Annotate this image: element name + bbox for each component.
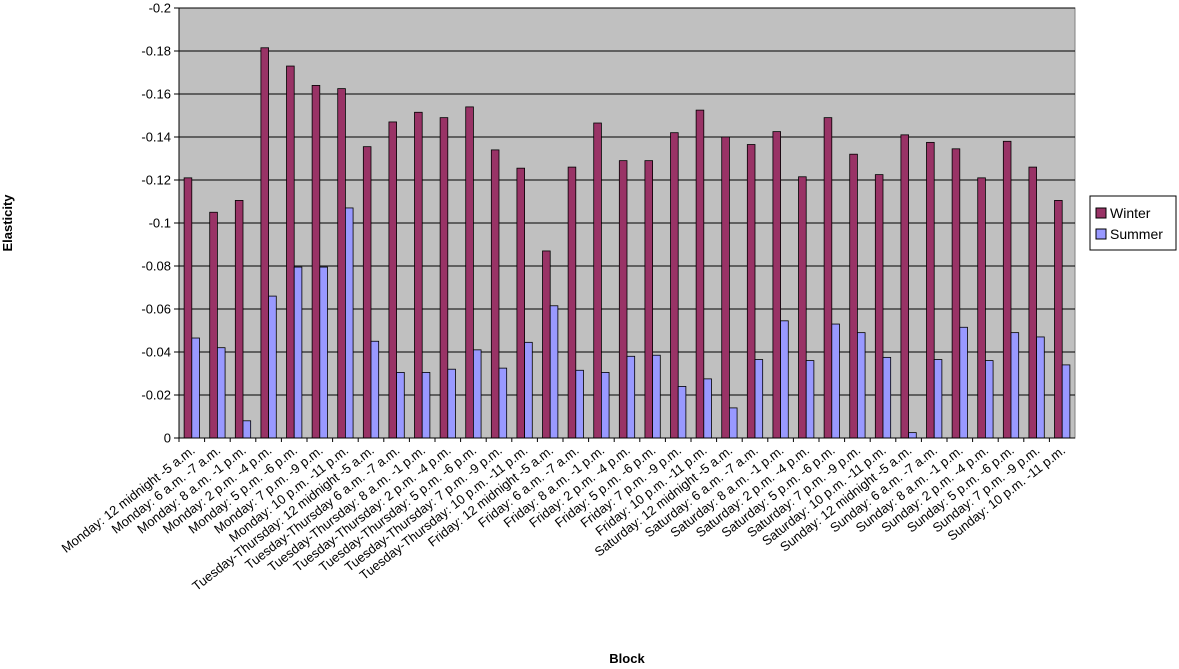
- legend-label-winter: Winter: [1110, 205, 1151, 221]
- bar-winter-31: [977, 177, 986, 439]
- bar-winter-25: [823, 117, 833, 439]
- bar-winter-28: [900, 134, 909, 439]
- x-axis: Monday: 12 midnight -5 a.m.Monday: 6 a.m…: [59, 437, 1075, 594]
- bar-summer-28: [908, 432, 917, 439]
- bar-winter-16: [593, 122, 602, 439]
- bar-summer-13: [524, 341, 533, 439]
- bar-winter-19: [670, 132, 679, 439]
- bar-winter-0: [183, 177, 193, 439]
- bar-winter-22: [746, 144, 756, 439]
- y-tick-label: -0.08: [141, 259, 171, 274]
- bar-summer-19: [677, 385, 687, 439]
- bar-summer-2: [242, 420, 252, 439]
- bar-winter-33: [1028, 166, 1038, 439]
- y-tick-label: -0.12: [141, 173, 171, 188]
- bar-winter-1: [209, 211, 218, 439]
- bar-winter-23: [772, 131, 781, 439]
- bar-summer-30: [959, 326, 968, 439]
- bar-summer-5: [319, 266, 328, 439]
- bar-winter-29: [926, 141, 935, 439]
- legend-swatch-winter: [1095, 207, 1107, 219]
- bar-summer-4: [293, 266, 303, 439]
- bar-winter-8: [388, 121, 398, 439]
- bar-winter-26: [849, 153, 858, 439]
- bar-winter-10: [439, 117, 449, 439]
- bar-winter-20: [695, 109, 705, 439]
- bar-summer-31: [985, 360, 994, 439]
- bar-summer-18: [652, 354, 661, 439]
- bar-winter-5: [311, 85, 321, 439]
- bar-winter-21: [721, 136, 730, 439]
- bar-winter-14: [542, 250, 551, 439]
- y-tick-label: -0.14: [141, 130, 171, 145]
- x-axis-title: Block: [609, 651, 645, 666]
- bar-summer-15: [575, 369, 584, 439]
- y-tick-label: -0.06: [141, 302, 171, 317]
- bar-summer-33: [1036, 336, 1045, 439]
- bar-winter-13: [516, 167, 525, 439]
- bar-winter-6: [337, 88, 346, 439]
- legend: Winter Summer: [1089, 195, 1177, 251]
- bar-winter-9: [414, 111, 423, 439]
- y-axis: -0.2 -0.18 -0.16 -0.14 -0.12 -0.1 -0.08 -0.06 -0…: [141, 1, 180, 446]
- y-tick-label: -0.02: [141, 388, 171, 403]
- bar-winter-30: [951, 148, 961, 439]
- bars: [183, 47, 1071, 439]
- bar-summer-25: [831, 323, 840, 439]
- bar-summer-34: [1061, 364, 1071, 439]
- y-tick-label: -0.16: [141, 87, 171, 102]
- bar-winter-7: [362, 146, 372, 439]
- bar-summer-21: [729, 407, 738, 439]
- bar-winter-24: [798, 176, 807, 439]
- bar-summer-17: [626, 355, 636, 439]
- bar-winter-11: [465, 106, 474, 439]
- bar-winter-27: [874, 174, 884, 439]
- bar-winter-17: [618, 160, 628, 439]
- bar-winter-18: [644, 160, 653, 439]
- bar-summer-11: [472, 349, 482, 439]
- bar-winter-12: [490, 149, 500, 439]
- bar-summer-29: [933, 359, 943, 439]
- y-tick-label: 0: [164, 431, 171, 446]
- bar-summer-10: [447, 368, 456, 439]
- bar-winter-32: [1002, 140, 1012, 439]
- bar-summer-24: [805, 360, 815, 439]
- bar-summer-9: [421, 372, 431, 439]
- legend-label-summer: Summer: [1110, 226, 1163, 242]
- bar-summer-20: [703, 378, 712, 439]
- bar-summer-12: [498, 367, 508, 439]
- bar-summer-26: [857, 332, 866, 439]
- bar-summer-22: [754, 359, 764, 439]
- legend-swatch-summer: [1095, 228, 1107, 240]
- bar-winter-2: [234, 200, 244, 439]
- bar-winter-34: [1054, 200, 1063, 439]
- bar-summer-6: [344, 207, 354, 439]
- bar-summer-3: [268, 295, 277, 439]
- bar-summer-23: [780, 320, 789, 439]
- bar-winter-4: [286, 65, 295, 439]
- bar-summer-7: [370, 340, 380, 439]
- bar-summer-1: [216, 347, 226, 439]
- y-tick-label: -0.04: [141, 345, 171, 360]
- y-tick-label: -0.18: [141, 44, 171, 59]
- legend-box: [1089, 195, 1177, 251]
- y-tick-label: -0.2: [149, 1, 171, 16]
- bar-summer-14: [549, 305, 559, 439]
- bar-winter-15: [567, 166, 577, 439]
- bar-summer-27: [882, 356, 892, 439]
- bar-summer-0: [191, 337, 200, 439]
- y-tick-label: -0.1: [149, 216, 171, 231]
- bar-summer-8: [396, 372, 405, 439]
- bar-summer-32: [1010, 332, 1020, 439]
- bar-winter-3: [260, 47, 270, 439]
- bar-summer-16: [601, 372, 610, 439]
- y-axis-title: Elasticity: [0, 194, 15, 252]
